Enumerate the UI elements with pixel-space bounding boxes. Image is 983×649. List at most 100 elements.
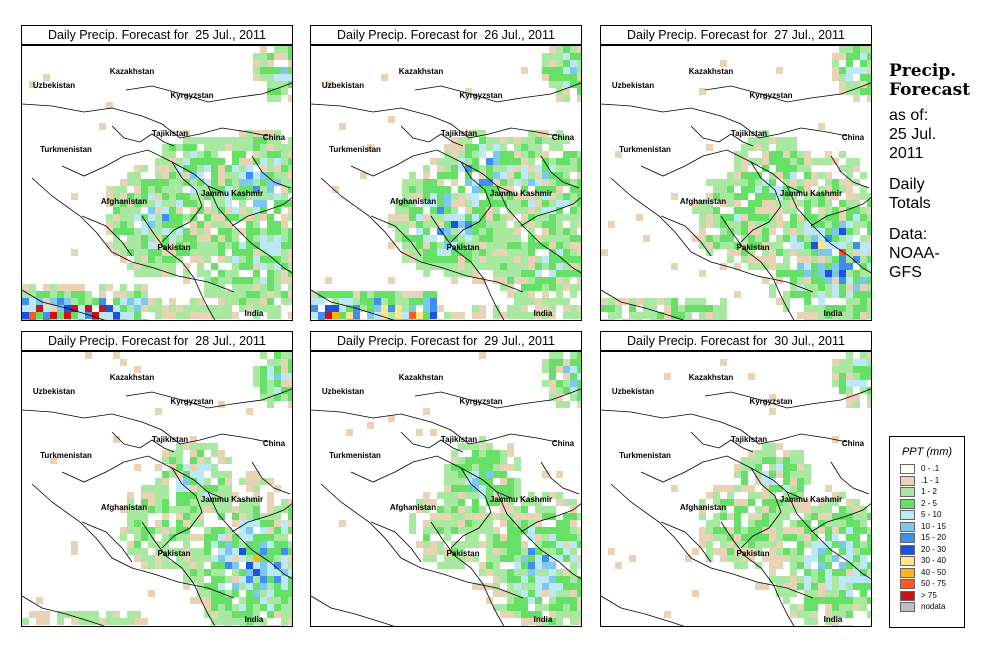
precip-cell <box>500 569 507 576</box>
precip-cell <box>577 270 581 277</box>
precip-cell <box>281 235 288 242</box>
precip-cell <box>521 604 528 611</box>
precip-cell <box>57 611 64 618</box>
precip-cell <box>253 235 260 242</box>
precip-cell <box>860 193 867 200</box>
precip-cell <box>472 221 479 228</box>
precip-cell <box>832 380 839 387</box>
precip-cell <box>225 604 232 611</box>
precip-cell <box>577 401 581 408</box>
precip-cell <box>127 541 134 548</box>
precip-cell <box>444 492 451 499</box>
precip-cell <box>521 576 528 583</box>
precip-cell <box>274 95 281 102</box>
precip-cell <box>867 359 871 366</box>
precip-cell <box>860 312 867 319</box>
precip-cell <box>825 291 832 298</box>
precip-cell <box>183 270 190 277</box>
precip-cell <box>839 611 846 618</box>
precip-cell <box>465 555 472 562</box>
precip-cell <box>790 478 797 485</box>
precip-cell <box>267 548 274 555</box>
precip-cell <box>769 228 776 235</box>
precip-cell <box>563 401 570 408</box>
precip-cell <box>479 144 486 151</box>
precip-cell <box>734 200 741 207</box>
legend-swatch <box>900 590 915 601</box>
precip-cell <box>232 562 239 569</box>
precip-cell <box>479 137 486 144</box>
precip-cell <box>762 235 769 242</box>
precip-cell <box>692 548 699 555</box>
precip-cell <box>570 270 577 277</box>
precip-cell <box>274 625 281 626</box>
precip-cell <box>155 464 162 471</box>
precip-cell <box>267 583 274 590</box>
precip-cell <box>274 81 281 88</box>
precip-cell <box>790 527 797 534</box>
precip-cell <box>486 193 493 200</box>
precip-cell <box>169 464 176 471</box>
precip-cell <box>507 478 514 485</box>
precip-cell <box>860 88 867 95</box>
precip-cell <box>577 562 581 569</box>
precip-cell <box>155 158 162 165</box>
border-line <box>161 467 203 549</box>
precip-cell <box>288 151 292 158</box>
precip-cell <box>260 291 267 298</box>
precip-cell <box>741 249 748 256</box>
precip-cell <box>790 207 797 214</box>
precip-map: Uzbekistan Kazakhstan Kyrgyzstan Tajikistan… <box>21 45 293 321</box>
precip-cell <box>232 520 239 527</box>
precip-cell <box>804 555 811 562</box>
precip-map: Uzbekistan Kazakhstan Kyrgyzstan Tajikistan… <box>310 45 582 321</box>
precip-cell <box>832 373 839 380</box>
precip-cell <box>281 380 288 387</box>
precip-cell <box>500 534 507 541</box>
precip-cell <box>486 242 493 249</box>
precip-cell <box>500 277 507 284</box>
precip-cell <box>769 548 776 555</box>
precip-cell <box>514 172 521 179</box>
precip-cell <box>839 81 846 88</box>
precip-cell <box>50 305 57 312</box>
precip-cell <box>860 513 867 520</box>
precip-cell <box>479 235 486 242</box>
precip-cell <box>246 235 253 242</box>
precip-cell <box>260 256 267 263</box>
precip-cell <box>867 394 871 401</box>
precip-cell <box>218 277 225 284</box>
precip-cell <box>776 235 783 242</box>
precip-cell <box>577 541 581 548</box>
precip-cell <box>762 165 769 172</box>
precip-cell <box>507 270 514 277</box>
precip-cell <box>211 618 218 625</box>
precip-cell <box>699 499 706 506</box>
country-label-kazakhstan: Kazakhstan <box>398 67 444 76</box>
precip-cell <box>281 249 288 256</box>
precip-cell <box>713 312 720 319</box>
precip-cell <box>867 81 871 88</box>
precip-cell <box>549 492 556 499</box>
country-label-uzbekistan: Uzbekistan <box>611 81 655 90</box>
precip-cell <box>162 520 169 527</box>
precip-cell <box>169 172 176 179</box>
precip-cell <box>507 151 514 158</box>
precip-cell <box>451 471 458 478</box>
legend-swatch <box>900 567 915 578</box>
border-line <box>141 521 216 626</box>
precip-cell <box>451 151 458 158</box>
precip-cell <box>769 284 776 291</box>
precip-cell <box>183 277 190 284</box>
precip-cell <box>332 298 339 305</box>
precip-cell <box>253 214 260 221</box>
precip-cell <box>211 249 218 256</box>
precip-cell <box>825 207 832 214</box>
precip-cell <box>783 478 790 485</box>
precip-cell <box>479 457 486 464</box>
precip-cell <box>479 249 486 256</box>
precip-cell <box>542 506 549 513</box>
precip-cell <box>232 513 239 520</box>
precip-cell <box>423 298 430 305</box>
precip-cell <box>818 270 825 277</box>
